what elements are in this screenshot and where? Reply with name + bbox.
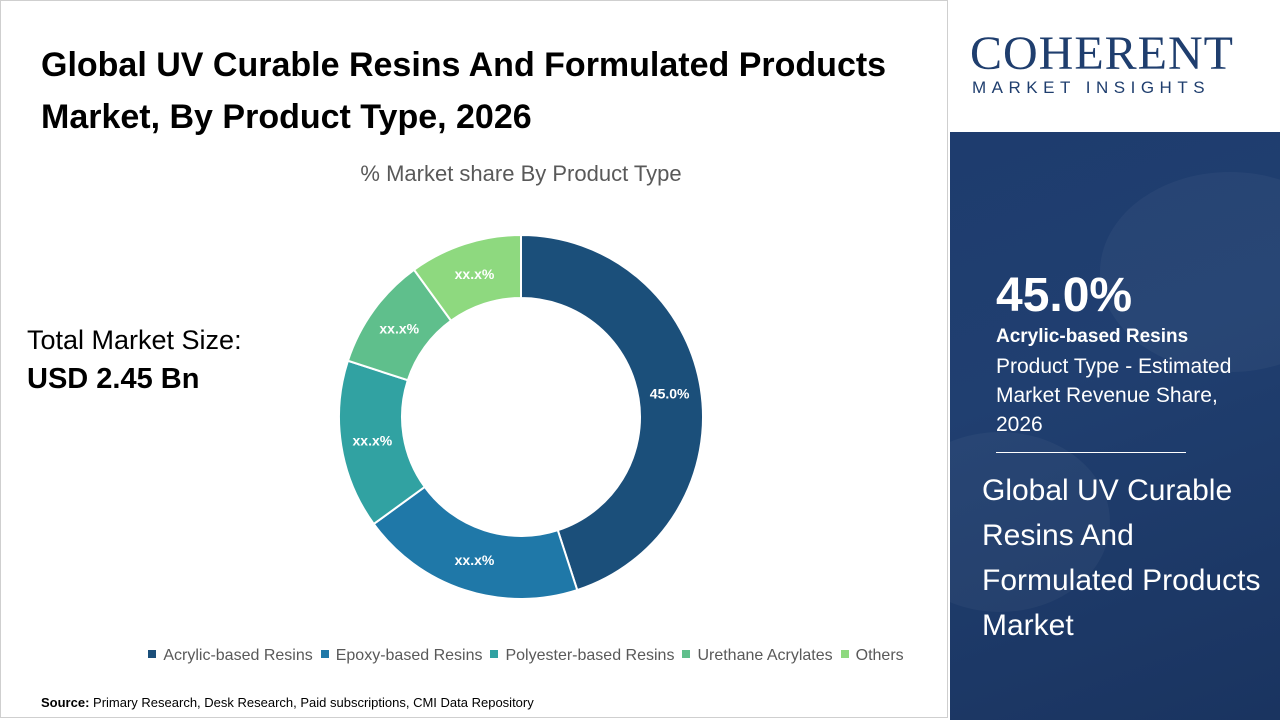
market-size-value: USD 2.45 Bn — [27, 363, 200, 395]
highlight-value: 45.0% — [996, 269, 1133, 322]
legend-swatch — [148, 650, 157, 658]
donut-chart: 45.0% xx.x% xx.x% xx.x% xx.x% — [338, 233, 704, 600]
legend-swatch — [320, 650, 329, 658]
chart-legend: Acrylic-based Resins Epoxy-based Resins Po… — [1, 647, 1051, 665]
highlight-description: Product Type - Estimated Market Revenue … — [996, 355, 1232, 436]
slice-data-label: xx.x% — [379, 321, 419, 337]
legend-label: Urethane Acrylates — [697, 647, 833, 664]
legend-label: Polyester-based Resins — [505, 647, 675, 664]
donut-slice-epoxy-based-resins — [372, 485, 579, 600]
slice-data-label: xx.x% — [455, 552, 495, 568]
chart-panel: Global UV Curable Resins And Formulated … — [0, 0, 948, 718]
source-text: Primary Research, Desk Research, Paid su… — [93, 695, 534, 710]
logo-tagline: MARKET INSIGHTS — [972, 78, 1211, 97]
legend-item: Epoxy-based Resins — [320, 647, 483, 665]
legend-item: Urethane Acrylates — [682, 647, 833, 665]
slice-data-label: 45.0% — [650, 385, 690, 401]
legend-label: Others — [855, 647, 904, 664]
page-title: Global UV Curable Resins And Formulated … — [41, 46, 887, 136]
donut-slice-others — [412, 233, 522, 323]
legend-swatch — [682, 650, 691, 658]
info-sidebar: COHERENT MARKET INSIGHTS 45.0% Acrylic-b… — [950, 0, 1280, 720]
source-note: Source: Primary Research, Desk Research,… — [41, 695, 534, 710]
donut-slice-acrylic-based-resins — [520, 233, 704, 592]
legend-swatch — [490, 650, 499, 658]
logo-wordmark: COHERENT — [970, 27, 1234, 80]
legend-label: Epoxy-based Resins — [335, 647, 483, 664]
legend-item: Acrylic-based Resins — [148, 647, 313, 665]
source-label: Source: — [41, 695, 90, 710]
slice-data-label: xx.x% — [353, 433, 393, 449]
slice-data-label: xx.x% — [455, 266, 495, 282]
legend-label: Acrylic-based Resins — [163, 647, 313, 664]
legend-item: Polyester-based Resins — [490, 647, 674, 665]
legend-item: Others — [840, 647, 904, 665]
legend-swatch — [840, 650, 849, 658]
logo: COHERENT MARKET INSIGHTS — [950, 0, 1280, 132]
chart-subtitle: % Market share By Product Type — [360, 161, 682, 186]
market-name: Global UV Curable Resins And Formulated … — [982, 474, 1261, 642]
market-size-label: Total Market Size: — [27, 325, 242, 355]
highlight-panel: 45.0% Acrylic-based Resins Product Type … — [950, 132, 1280, 720]
highlight-segment-name: Acrylic-based Resins — [996, 326, 1189, 347]
divider — [996, 452, 1186, 453]
